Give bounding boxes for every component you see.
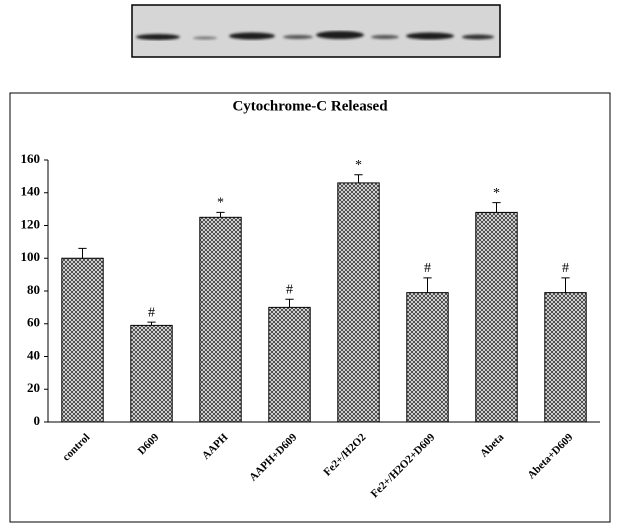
x-tick-label: Fe2+/H2O2 [321, 431, 368, 478]
annotation: # [424, 261, 431, 276]
annotation: # [286, 282, 293, 297]
bar [337, 182, 380, 423]
y-tick-label: 20 [27, 380, 40, 395]
bar [406, 292, 449, 423]
bar [544, 292, 587, 423]
y-tick-label: 40 [27, 347, 40, 362]
y-tick-label: 0 [34, 413, 41, 428]
bar [61, 257, 104, 423]
annotation: * [493, 186, 500, 201]
bar [268, 306, 311, 423]
error-bar [285, 298, 294, 308]
annotation: * [217, 196, 224, 211]
error-bar [78, 247, 87, 259]
bar [475, 211, 518, 423]
y-tick-label: 140 [21, 184, 41, 199]
x-tick-label: D609 [136, 431, 162, 457]
error-bar [354, 174, 363, 183]
y-tick-label: 80 [27, 282, 40, 297]
y-tick-label: 120 [21, 216, 41, 231]
western-blot [131, 4, 501, 58]
x-tick-label: AAPH [200, 431, 231, 462]
bar [199, 216, 242, 423]
error-bar [423, 277, 432, 293]
x-tick-label: AAPH+D609 [247, 431, 300, 484]
error-bar [561, 277, 570, 293]
x-tick-label: Fe2+/H2O2+D609 [369, 431, 438, 500]
x-tick-label: Abeta [478, 431, 507, 460]
annotation: * [355, 158, 362, 173]
annotation: # [148, 305, 155, 320]
x-tick-label: Abeta+D609 [525, 431, 575, 481]
chart-frame [9, 92, 611, 523]
y-tick-label: 160 [21, 151, 41, 166]
y-tick-label: 100 [21, 249, 41, 264]
x-tick-label: control [60, 431, 92, 463]
chart-title: Cytochrome-C Released [232, 98, 388, 114]
annotation: # [562, 261, 569, 276]
error-bar [216, 211, 225, 218]
y-tick-label: 60 [27, 315, 40, 330]
error-bar [147, 321, 156, 326]
bar [130, 324, 173, 423]
error-bar [492, 202, 501, 213]
